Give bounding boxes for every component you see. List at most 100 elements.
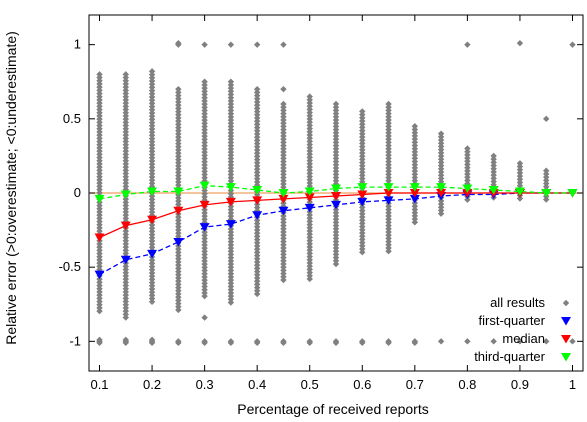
all-results-point bbox=[437, 146, 445, 153]
legend-label-median: median bbox=[502, 331, 545, 346]
all-results-point bbox=[280, 85, 287, 93]
median-point bbox=[304, 193, 315, 202]
all-results-point bbox=[122, 202, 129, 209]
median-point bbox=[409, 189, 420, 198]
y-tick-label: 0 bbox=[74, 185, 81, 200]
all-results-point bbox=[227, 41, 235, 48]
all-results-point bbox=[490, 168, 497, 176]
third-quarter-point bbox=[199, 181, 210, 191]
legend-marker-median bbox=[561, 335, 571, 344]
all-results-point bbox=[96, 218, 103, 225]
all-results-point bbox=[437, 210, 445, 217]
all-results-point bbox=[122, 234, 129, 241]
third-quarter-point bbox=[252, 186, 263, 195]
all-results-point bbox=[332, 260, 340, 268]
legend-marker-third-quarter bbox=[561, 353, 571, 362]
all-results-point bbox=[175, 268, 182, 275]
all-results-point bbox=[96, 250, 103, 257]
first-quarter-point bbox=[331, 200, 341, 210]
median-point bbox=[225, 197, 236, 207]
all-results-point bbox=[385, 248, 392, 255]
all-results-point bbox=[96, 202, 103, 209]
first-quarter-point bbox=[120, 255, 131, 265]
legend-marker-first-quarter bbox=[561, 317, 571, 326]
all-results-point bbox=[332, 339, 340, 347]
first-quarter-point bbox=[383, 196, 394, 205]
all-results-point bbox=[280, 41, 287, 48]
x-axis-title: Percentage of received reports bbox=[237, 401, 428, 417]
third-quarter-point bbox=[462, 184, 473, 194]
all-results-point bbox=[569, 338, 576, 345]
median-point bbox=[252, 196, 263, 205]
all-results-point bbox=[227, 100, 235, 108]
third-quarter-point bbox=[541, 189, 552, 198]
first-quarter-point bbox=[409, 194, 420, 204]
all-results-point bbox=[201, 264, 208, 271]
all-results-point bbox=[148, 339, 156, 347]
third-quarter-point bbox=[383, 183, 394, 192]
third-quarter-point bbox=[409, 183, 420, 192]
all-results-point bbox=[148, 295, 156, 302]
all-results-point bbox=[227, 116, 235, 124]
all-results-point bbox=[175, 229, 182, 237]
median-point bbox=[278, 194, 289, 204]
third-quarter-point bbox=[514, 187, 525, 197]
all-results-point bbox=[175, 165, 182, 173]
all-results-point bbox=[148, 298, 156, 305]
third-quarter-point bbox=[278, 189, 289, 198]
all-results-point bbox=[227, 280, 235, 287]
all-results-point bbox=[148, 263, 156, 270]
median-point bbox=[462, 189, 473, 198]
all-results-point bbox=[96, 186, 103, 193]
all-results-point bbox=[543, 115, 550, 123]
first-quarter-point bbox=[304, 203, 315, 213]
all-results-point bbox=[175, 213, 182, 221]
first-quarter-point bbox=[357, 197, 368, 207]
all-results-point bbox=[543, 338, 550, 345]
plot-area: -1 -0.5 0 0.5 1 0.1 0.2 0.3 0.4 0.5 0.6 0.7 0.8 0.9 1 a… bbox=[59, 14, 584, 392]
all-results-point bbox=[175, 339, 182, 347]
all-results-point bbox=[122, 154, 129, 161]
all-results-point bbox=[96, 339, 103, 347]
x-tick-label: 0.4 bbox=[248, 377, 266, 392]
first-quarter-point bbox=[94, 270, 105, 280]
all-results-point bbox=[332, 254, 340, 261]
y-tick-label: -1 bbox=[69, 333, 81, 348]
x-tick-label: 0.7 bbox=[406, 377, 424, 392]
first-quarter-point bbox=[199, 223, 210, 232]
all-results-point bbox=[227, 264, 235, 271]
median-point bbox=[357, 190, 368, 199]
all-results-point bbox=[464, 196, 471, 203]
third-quarter-point bbox=[304, 187, 315, 197]
all-results-point bbox=[148, 279, 156, 286]
third-quarter-point bbox=[331, 184, 341, 194]
all-results-point bbox=[175, 245, 182, 253]
legend-marker-all-results bbox=[562, 299, 570, 307]
first-quarter-point bbox=[225, 220, 236, 229]
all-results-point bbox=[253, 41, 261, 48]
all-results-point bbox=[122, 250, 129, 257]
all-results-point bbox=[201, 314, 208, 321]
third-quarter-point bbox=[488, 186, 499, 195]
all-results-point bbox=[490, 152, 497, 160]
third-quarter-point bbox=[436, 183, 447, 192]
all-results-point bbox=[227, 296, 235, 303]
all-results-point bbox=[437, 338, 445, 345]
third-quarter-point bbox=[147, 187, 158, 197]
x-tick-label: 0.6 bbox=[353, 377, 371, 392]
third-quarter-point bbox=[357, 183, 368, 192]
all-results-point bbox=[253, 290, 261, 298]
all-results-point bbox=[359, 249, 366, 256]
all-results-point bbox=[122, 138, 129, 145]
third-quarter-point bbox=[567, 189, 578, 198]
third-quarter-point bbox=[94, 194, 105, 204]
median-point bbox=[147, 215, 158, 225]
x-tick-label: 0.8 bbox=[458, 377, 476, 392]
x-tick-label: 0.3 bbox=[196, 377, 214, 392]
all-results-point bbox=[227, 339, 235, 347]
all-results-point bbox=[201, 339, 208, 347]
first-quarter-point bbox=[252, 211, 263, 220]
all-results-point bbox=[175, 197, 182, 205]
all-results-point bbox=[122, 295, 129, 302]
all-results-point bbox=[437, 162, 445, 169]
